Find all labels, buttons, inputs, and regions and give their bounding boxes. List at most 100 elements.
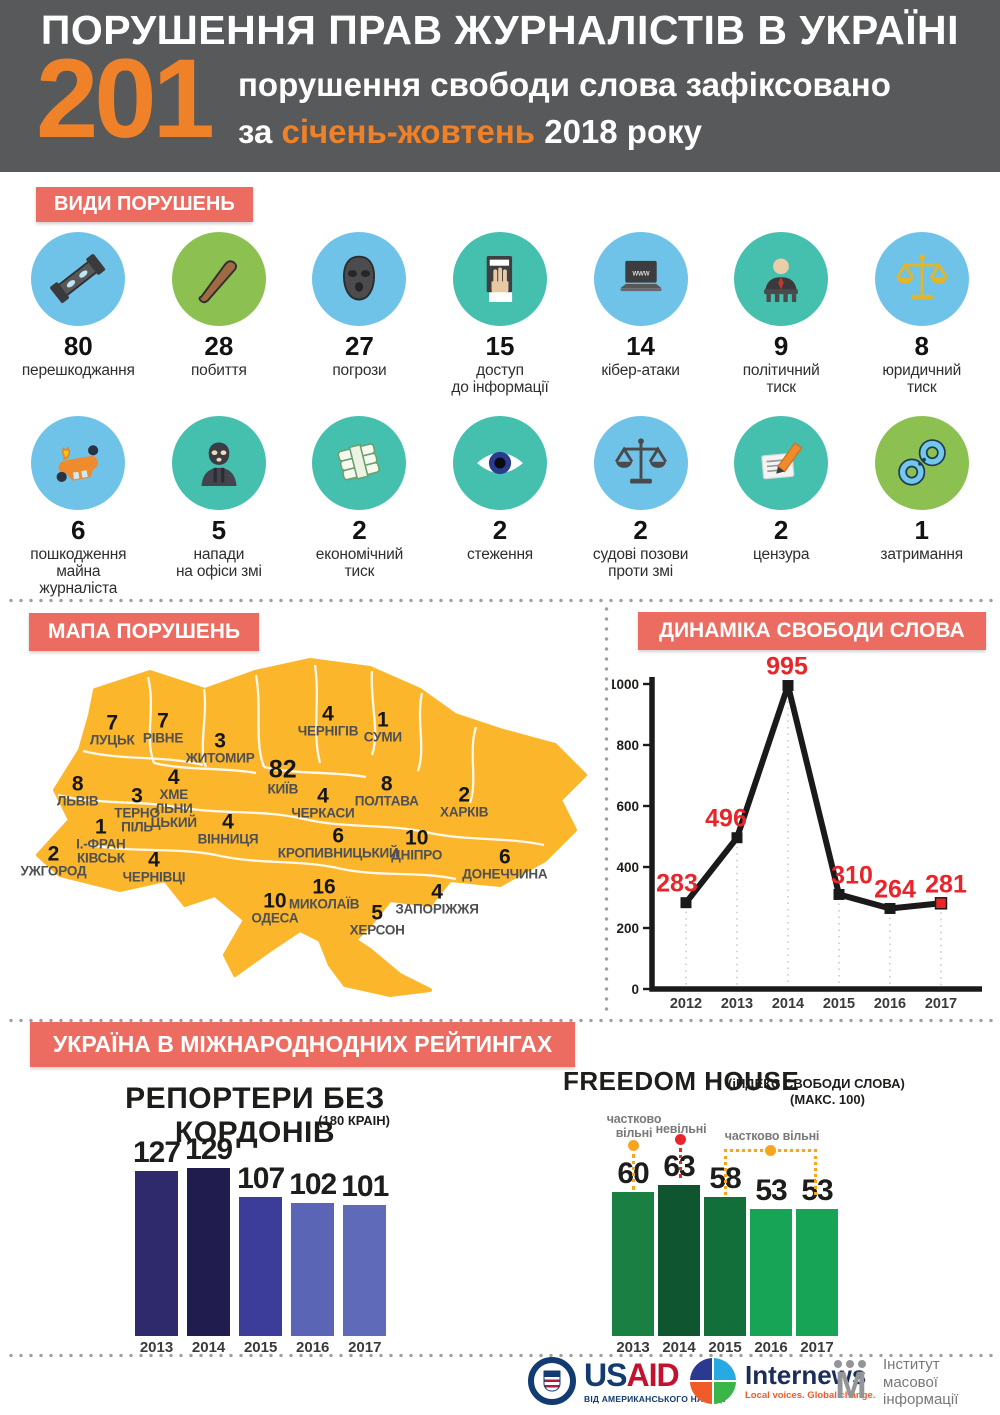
region-count: 4 (322, 702, 334, 726)
dotted-separator (6, 598, 994, 603)
svg-text:2015: 2015 (823, 996, 855, 1012)
usaid-shield-icon (543, 1370, 561, 1392)
map-region-label: 4 ЧЕРКАСИ (291, 785, 354, 820)
violation-label: цензура (753, 546, 810, 563)
violation-label: погрози (332, 362, 387, 379)
dotted-separator (6, 1353, 994, 1358)
bar (291, 1203, 335, 1336)
bar (135, 1171, 179, 1336)
bar-year-label: 2017 (800, 1339, 834, 1356)
bar (239, 1197, 283, 1336)
balaclava-icon (312, 232, 407, 326)
svg-text:310: 310 (831, 861, 873, 889)
violation-count: 2 (773, 515, 789, 545)
scales-yellow-icon (874, 232, 969, 326)
usaid-tagline: ВІД АМЕРИКАНСЬКОГО НАРОДУ (584, 1393, 728, 1404)
map-region-label: 4 ХМЕ ЛЬНИ ЦЬКИЙ (151, 767, 197, 831)
total-violations-number: 201 (36, 36, 215, 161)
region-count: 10 (405, 826, 429, 850)
region-name: ТЕРНО ПІЛЬ (114, 805, 160, 835)
bar (750, 1209, 792, 1336)
imi-monogram-icon: М (826, 1360, 874, 1408)
region-count: 4 (222, 810, 234, 834)
violation-label: доступ до інформації (451, 362, 549, 397)
imi-dots-icon (826, 1360, 874, 1369)
region-count: 2 (47, 842, 60, 866)
freedom-house-bar-chart: 60 2013 63 2014 58 2015 53 2016 53 2017 (612, 1152, 838, 1355)
svg-text:2012: 2012 (670, 996, 702, 1012)
annotation-dashed-line (679, 1148, 682, 1178)
region-count: 4 (317, 784, 329, 808)
violation-item: 1 затримання (851, 416, 992, 597)
annotation-partly-free-2015-2017: частково вільні (724, 1129, 820, 1143)
violation-label: перешкоджання (21, 362, 135, 379)
region-count: 6 (332, 824, 345, 848)
region-name: ДНІПРО (391, 847, 443, 863)
bar-year-label: 2013 (616, 1339, 650, 1356)
usaid-aid-text: AID (626, 1356, 679, 1393)
pen-document-icon (734, 416, 829, 510)
map-region-label: 7 ЛУЦЬК (90, 712, 135, 747)
region-name: ХЕРСОН (349, 922, 405, 938)
map-region-label: 4 ЧЕРНІГІВ (298, 703, 359, 738)
bar-column: 101 2017 (341, 1172, 389, 1356)
violation-label: політичний тиск (742, 362, 820, 397)
svg-text:2013: 2013 (721, 996, 753, 1012)
region-count: 8 (380, 772, 393, 796)
dotted-separator-vertical (604, 604, 609, 1016)
violation-item: 80 перешкоджання (8, 232, 149, 416)
violation-count: 2 (492, 515, 508, 545)
region-count: 4 (431, 880, 443, 904)
region-count: 16 (312, 875, 336, 899)
region-name: СУМИ (363, 729, 402, 745)
annotation-dot-red (675, 1134, 686, 1145)
bar-year-label: 2013 (139, 1339, 174, 1356)
handcuffs-icon (874, 416, 969, 510)
laptop-www-icon: www (593, 232, 688, 326)
region-count: 10 (263, 889, 287, 913)
bar-column: 63 2014 (658, 1152, 700, 1355)
bar (187, 1168, 231, 1336)
svg-text:400: 400 (616, 860, 639, 875)
usaid-us-text: US (584, 1356, 627, 1393)
region-count: 7 (157, 709, 169, 733)
annotation-dot-orange (628, 1140, 639, 1151)
internews-logo: Internews Local voices. Global change. (690, 1358, 875, 1404)
svg-text:2016: 2016 (874, 996, 906, 1012)
region-name: КРОПИВНИЦЬКИЙ (277, 845, 399, 861)
violation-count: 9 (773, 331, 789, 361)
bar-column: 102 2016 (289, 1168, 337, 1356)
header-banner: ПОРУШЕННЯ ПРАВ ЖУРНАЛІСТІВ В УКРАЇНІ 201… (0, 0, 1000, 172)
violation-label: економічний тиск (315, 546, 404, 581)
region-count: 1 (95, 815, 107, 839)
map-region-label: 8 ЛЬВІВ (57, 773, 99, 808)
annotation-dashed-bracket (724, 1145, 817, 1195)
region-name: ПОЛТАВА (354, 793, 419, 809)
bar (796, 1209, 838, 1336)
svg-text:264: 264 (874, 875, 916, 903)
violation-count: 27 (344, 331, 374, 361)
ratings-section-label: УКРАЇНА В МІЖНАРОДНОДНИХ РЕЙТИНГАХ (30, 1022, 576, 1067)
region-name: МИКОЛАЇВ (288, 896, 360, 912)
burning-car-icon (31, 416, 126, 510)
violation-label: затримання (880, 546, 963, 563)
region-count: 5 (371, 901, 383, 925)
violation-item: 15 доступ до інформації (430, 232, 571, 416)
map-region-label: 16 МИКОЛАЇВ (288, 875, 360, 912)
bar (343, 1205, 387, 1336)
region-name: ХАРКІВ (440, 804, 489, 820)
region-name: ОДЕСА (251, 910, 299, 926)
imi-m-letter: М (835, 1365, 867, 1408)
annotation-dashed-line (632, 1154, 635, 1190)
bar (612, 1192, 654, 1336)
eye-icon (452, 416, 547, 510)
page-title: ПОРУШЕННЯ ПРАВ ЖУРНАЛІСТІВ В УКРАЇНІ (40, 7, 960, 53)
bar (704, 1197, 746, 1336)
region-count: 2 (458, 783, 471, 807)
bar-value-label: 102 (289, 1168, 337, 1201)
subtitle-period-highlight: січень-жовтень (281, 112, 536, 150)
bar-column: 107 2015 (237, 1164, 285, 1356)
violation-item: 2 судові позови проти змі (570, 416, 711, 597)
freedom-house-chart-title: FREEDOM HOUSE (563, 1066, 800, 1096)
internews-globe-icon (690, 1358, 736, 1404)
